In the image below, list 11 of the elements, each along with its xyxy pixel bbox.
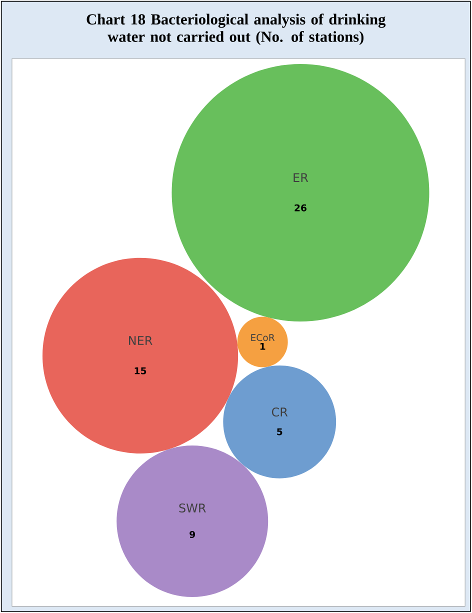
category-label: CR [272,407,288,417]
data-label: 5 [277,428,282,436]
data-label: 9 [190,530,196,538]
data-label: 15 [134,367,146,374]
data-label: 1 [260,343,266,350]
text: Chart 18 Bacteriological analysis of drinking water not carried out (No. of stations) [86,14,386,46]
category-label: ER [294,173,308,182]
category-label: NER [129,336,153,345]
category-label: ECoR [251,334,275,342]
category-label: SWR [179,503,206,513]
data-label: 26 [294,204,307,212]
